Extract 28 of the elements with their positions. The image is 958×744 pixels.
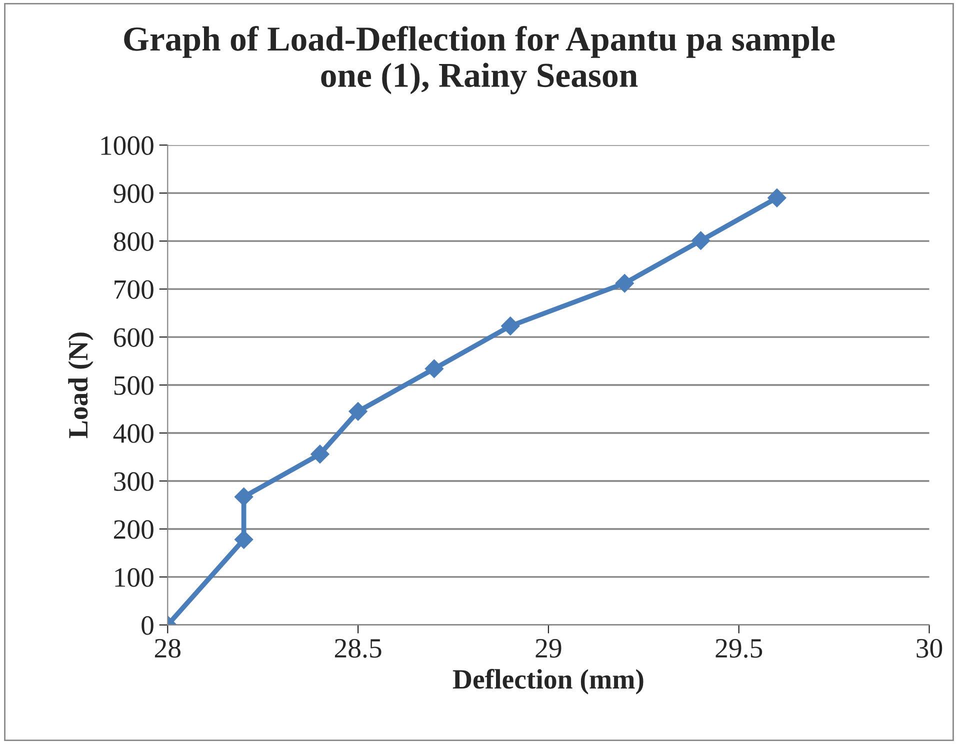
x-axis-title: Deflection (mm) [452, 668, 644, 694]
y-tick-label: 400 [113, 424, 154, 443]
y-tick-label: 700 [114, 280, 154, 299]
y-tick-label: 1000 [101, 136, 154, 155]
chart-title: Graph of Load-Deflection for Apantu pa sample one (1), Rainy Season [124, 26, 835, 94]
y-tick-label: 0 [142, 616, 154, 635]
y-tick-label: 900 [114, 184, 154, 203]
y-tick-label: 300 [114, 472, 154, 491]
y-axis-title: Load (N) [68, 332, 94, 438]
x-tick-label: 29 [536, 639, 562, 658]
y-tick-label: 800 [114, 232, 154, 251]
point [234, 487, 254, 506]
point [691, 231, 710, 250]
point [348, 402, 368, 421]
x-tick-label: 29.5 [716, 639, 762, 658]
point [234, 530, 254, 549]
x-tick-label: 28 [154, 638, 180, 658]
point [501, 316, 520, 336]
point [615, 274, 634, 293]
y-tick-label: 600 [114, 328, 154, 347]
y-tick-label: 500 [114, 376, 154, 395]
x-tick-label: 28.5 [334, 638, 382, 658]
point [424, 359, 444, 378]
point [768, 188, 786, 208]
y-tick-label: 100 [115, 568, 154, 587]
x-tick-label: 30 [916, 638, 942, 658]
y-tick-label: 200 [114, 520, 154, 539]
point [310, 444, 330, 464]
